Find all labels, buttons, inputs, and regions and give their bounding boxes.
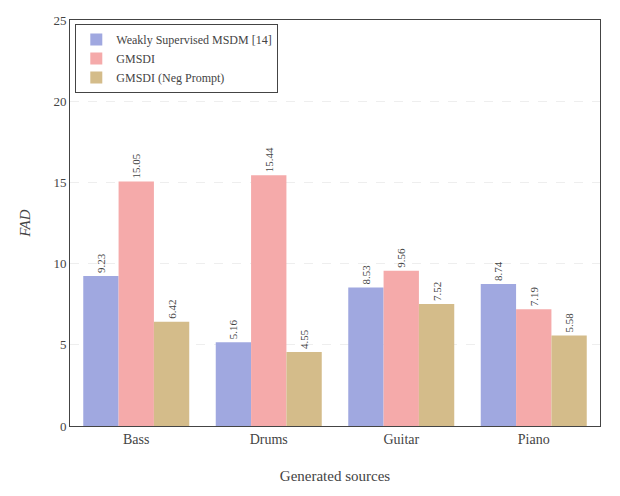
svg-text:9.23: 9.23 — [95, 253, 107, 273]
svg-text:GMSDI (Neg Prompt): GMSDI (Neg Prompt) — [116, 71, 224, 85]
svg-text:15.44: 15.44 — [263, 147, 275, 172]
svg-text:Weakly Supervised MSDM [14]: Weakly Supervised MSDM [14] — [116, 33, 271, 47]
svg-text:4.55: 4.55 — [298, 329, 310, 349]
svg-text:7.19: 7.19 — [528, 286, 540, 306]
svg-text:6.42: 6.42 — [166, 299, 178, 318]
svg-text:Guitar: Guitar — [383, 432, 419, 447]
svg-text:5: 5 — [60, 337, 67, 352]
svg-text:7.52: 7.52 — [431, 282, 443, 301]
svg-text:15: 15 — [53, 175, 66, 190]
svg-text:25: 25 — [53, 13, 66, 28]
svg-text:20: 20 — [53, 94, 66, 109]
svg-text:10: 10 — [53, 256, 66, 271]
svg-text:Drums: Drums — [250, 432, 288, 447]
svg-text:5.16: 5.16 — [227, 319, 239, 339]
svg-text:GMSDI: GMSDI — [116, 52, 155, 66]
svg-text:9.56: 9.56 — [395, 248, 407, 268]
svg-text:Generated sources: Generated sources — [280, 468, 391, 484]
svg-text:5.58: 5.58 — [563, 313, 575, 333]
svg-text:Bass: Bass — [123, 432, 149, 447]
svg-text:FAD: FAD — [17, 209, 33, 237]
svg-text:15.05: 15.05 — [130, 153, 142, 178]
svg-text:8.53: 8.53 — [360, 265, 372, 285]
svg-text:Piano: Piano — [518, 432, 550, 447]
svg-text:0: 0 — [60, 419, 67, 434]
svg-text:8.74: 8.74 — [492, 261, 504, 281]
